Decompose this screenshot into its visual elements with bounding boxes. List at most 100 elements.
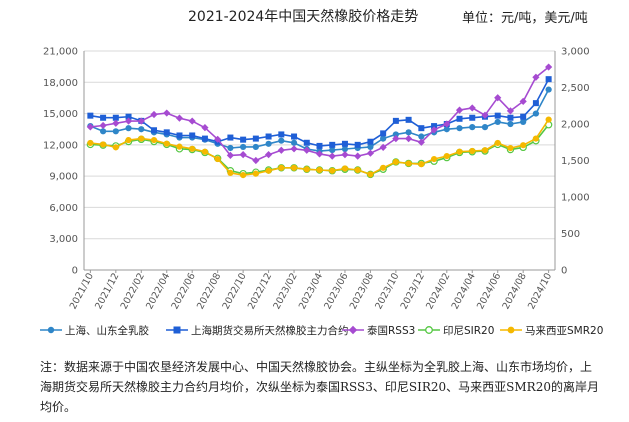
data-point-series-2 [507, 114, 514, 121]
data-point-series-3 [150, 110, 158, 119]
data-point-series-5 [430, 155, 438, 163]
data-point-series-2 [329, 141, 336, 148]
legend-label-series-1: 上海、山东全乳胶 [65, 324, 149, 337]
data-point-series-5 [125, 136, 132, 144]
data-point-series-5 [469, 147, 476, 155]
data-point-series-2 [252, 135, 259, 142]
y-left-tick-label: 0 [72, 266, 78, 277]
data-point-series-2 [469, 114, 476, 121]
data-point-series-5 [392, 158, 399, 166]
data-point-series-1 [99, 128, 107, 135]
data-point-series-1 [532, 110, 540, 117]
legend-item-series-2: 上海期货交易所天然橡胶主力合约 [166, 322, 349, 338]
data-point-series-2 [354, 141, 361, 148]
x-tick-label: 2023/08 [348, 271, 376, 311]
data-point-series-3 [175, 114, 184, 122]
data-point-series-3 [252, 156, 260, 165]
data-point-series-3 [163, 109, 171, 117]
data-point-series-2 [163, 129, 170, 136]
data-point-series-1 [469, 124, 476, 131]
data-point-series-2 [278, 131, 285, 138]
data-point-series-5 [150, 136, 158, 144]
data-point-series-1 [507, 120, 514, 128]
x-tick-label: 2024/10 [526, 271, 554, 311]
y-right-tick-label: 0 [561, 266, 567, 277]
data-point-series-1 [392, 131, 399, 138]
data-point-series-1 [481, 124, 489, 131]
data-point-series-5 [252, 170, 259, 177]
data-point-series-3 [455, 106, 464, 114]
chart-footnote: 注：数据来源于中国农垦经济发展中心、中国天然橡胶协会。主纵坐标为全乳胶上海、山东… [40, 360, 599, 414]
data-point-series-3 [239, 151, 247, 159]
unit-label: 单位：元/吨，美元/吨 [462, 11, 588, 26]
data-point-series-2 [520, 113, 527, 120]
data-point-series-1 [252, 143, 259, 151]
legend-label-series-3: 泰国RSS3 [367, 324, 416, 337]
x-tick-label: 2022/08 [195, 271, 223, 311]
y-right-tick-label: 2,000 [561, 120, 590, 131]
data-point-series-3 [443, 120, 451, 128]
data-point-series-3 [290, 145, 298, 153]
data-point-series-5 [227, 169, 234, 177]
data-point-series-1 [265, 140, 272, 147]
x-tick-label: 2022/04 [144, 271, 172, 311]
data-point-series-5 [354, 166, 361, 174]
data-point-series-3 [494, 94, 502, 102]
data-point-series-1 [125, 125, 132, 132]
y-right-tick-label: 2,500 [561, 83, 590, 94]
line-chart: 0 3,000 6,000 9,000 12,000 15,000 18,000 21,000… [43, 47, 590, 312]
x-tick-label: 2021/10 [68, 271, 96, 311]
data-point-series-3 [392, 135, 400, 143]
x-tick-label: 2023/06 [322, 271, 350, 311]
data-point-series-3 [341, 151, 349, 159]
data-point-series-2 [532, 100, 539, 107]
y-right-tick-label: 3,000 [561, 47, 590, 58]
data-point-series-3 [379, 143, 387, 151]
data-point-series-5 [316, 166, 323, 174]
x-tick-label: 2024/06 [475, 271, 503, 311]
data-point-series-2 [265, 133, 272, 140]
data-point-series-2 [392, 117, 399, 124]
data-point-series-1 [138, 126, 145, 133]
data-point-series-1 [227, 144, 234, 152]
data-point-series-5 [176, 143, 183, 150]
data-point-series-3 [417, 138, 425, 146]
data-point-series-1 [278, 137, 285, 144]
data-point-series-1 [380, 135, 387, 142]
data-point-series-5 [494, 139, 501, 147]
x-tick-label: 2022/02 [119, 271, 147, 311]
data-point-series-3 [506, 107, 515, 115]
data-point-series-1 [240, 143, 247, 151]
data-point-series-3 [137, 117, 145, 125]
data-point-series-1 [494, 118, 501, 126]
legend-item-series-1: 上海、山东全乳胶 [40, 322, 149, 338]
legend-label-series-5: 马来西亚SMR20 [525, 324, 604, 337]
data-point-series-2 [418, 125, 425, 132]
data-point-series-2 [176, 132, 183, 139]
data-point-series-3 [86, 123, 94, 131]
y-left-tick-label: 15,000 [43, 109, 78, 120]
data-point-series-5 [303, 166, 310, 173]
data-point-series-2 [151, 127, 158, 134]
y-left-tick-label: 12,000 [43, 140, 78, 151]
data-point-series-3 [112, 119, 120, 127]
data-point-series-5 [240, 172, 247, 179]
x-tick-label: 2022/06 [170, 271, 198, 311]
data-point-series-3 [277, 146, 285, 154]
x-tick-label: 2024/02 [424, 271, 452, 311]
data-point-series-5 [380, 164, 387, 171]
data-point-series-5 [532, 135, 540, 142]
data-point-series-2 [112, 114, 119, 121]
data-point-series-2 [316, 142, 323, 149]
data-point-series-5 [112, 144, 119, 151]
x-tick-label: 2023/02 [271, 271, 299, 311]
data-point-series-3 [214, 135, 222, 143]
data-point-series-1 [418, 133, 425, 140]
data-point-series-5 [99, 141, 107, 148]
data-point-series-5 [507, 144, 514, 152]
data-point-series-2 [494, 112, 501, 119]
data-point-series-5 [520, 142, 527, 149]
data-point-series-1 [456, 125, 463, 132]
legend-label-series-4: 印尼SIR20 [443, 324, 495, 337]
data-point-series-5 [138, 135, 145, 142]
